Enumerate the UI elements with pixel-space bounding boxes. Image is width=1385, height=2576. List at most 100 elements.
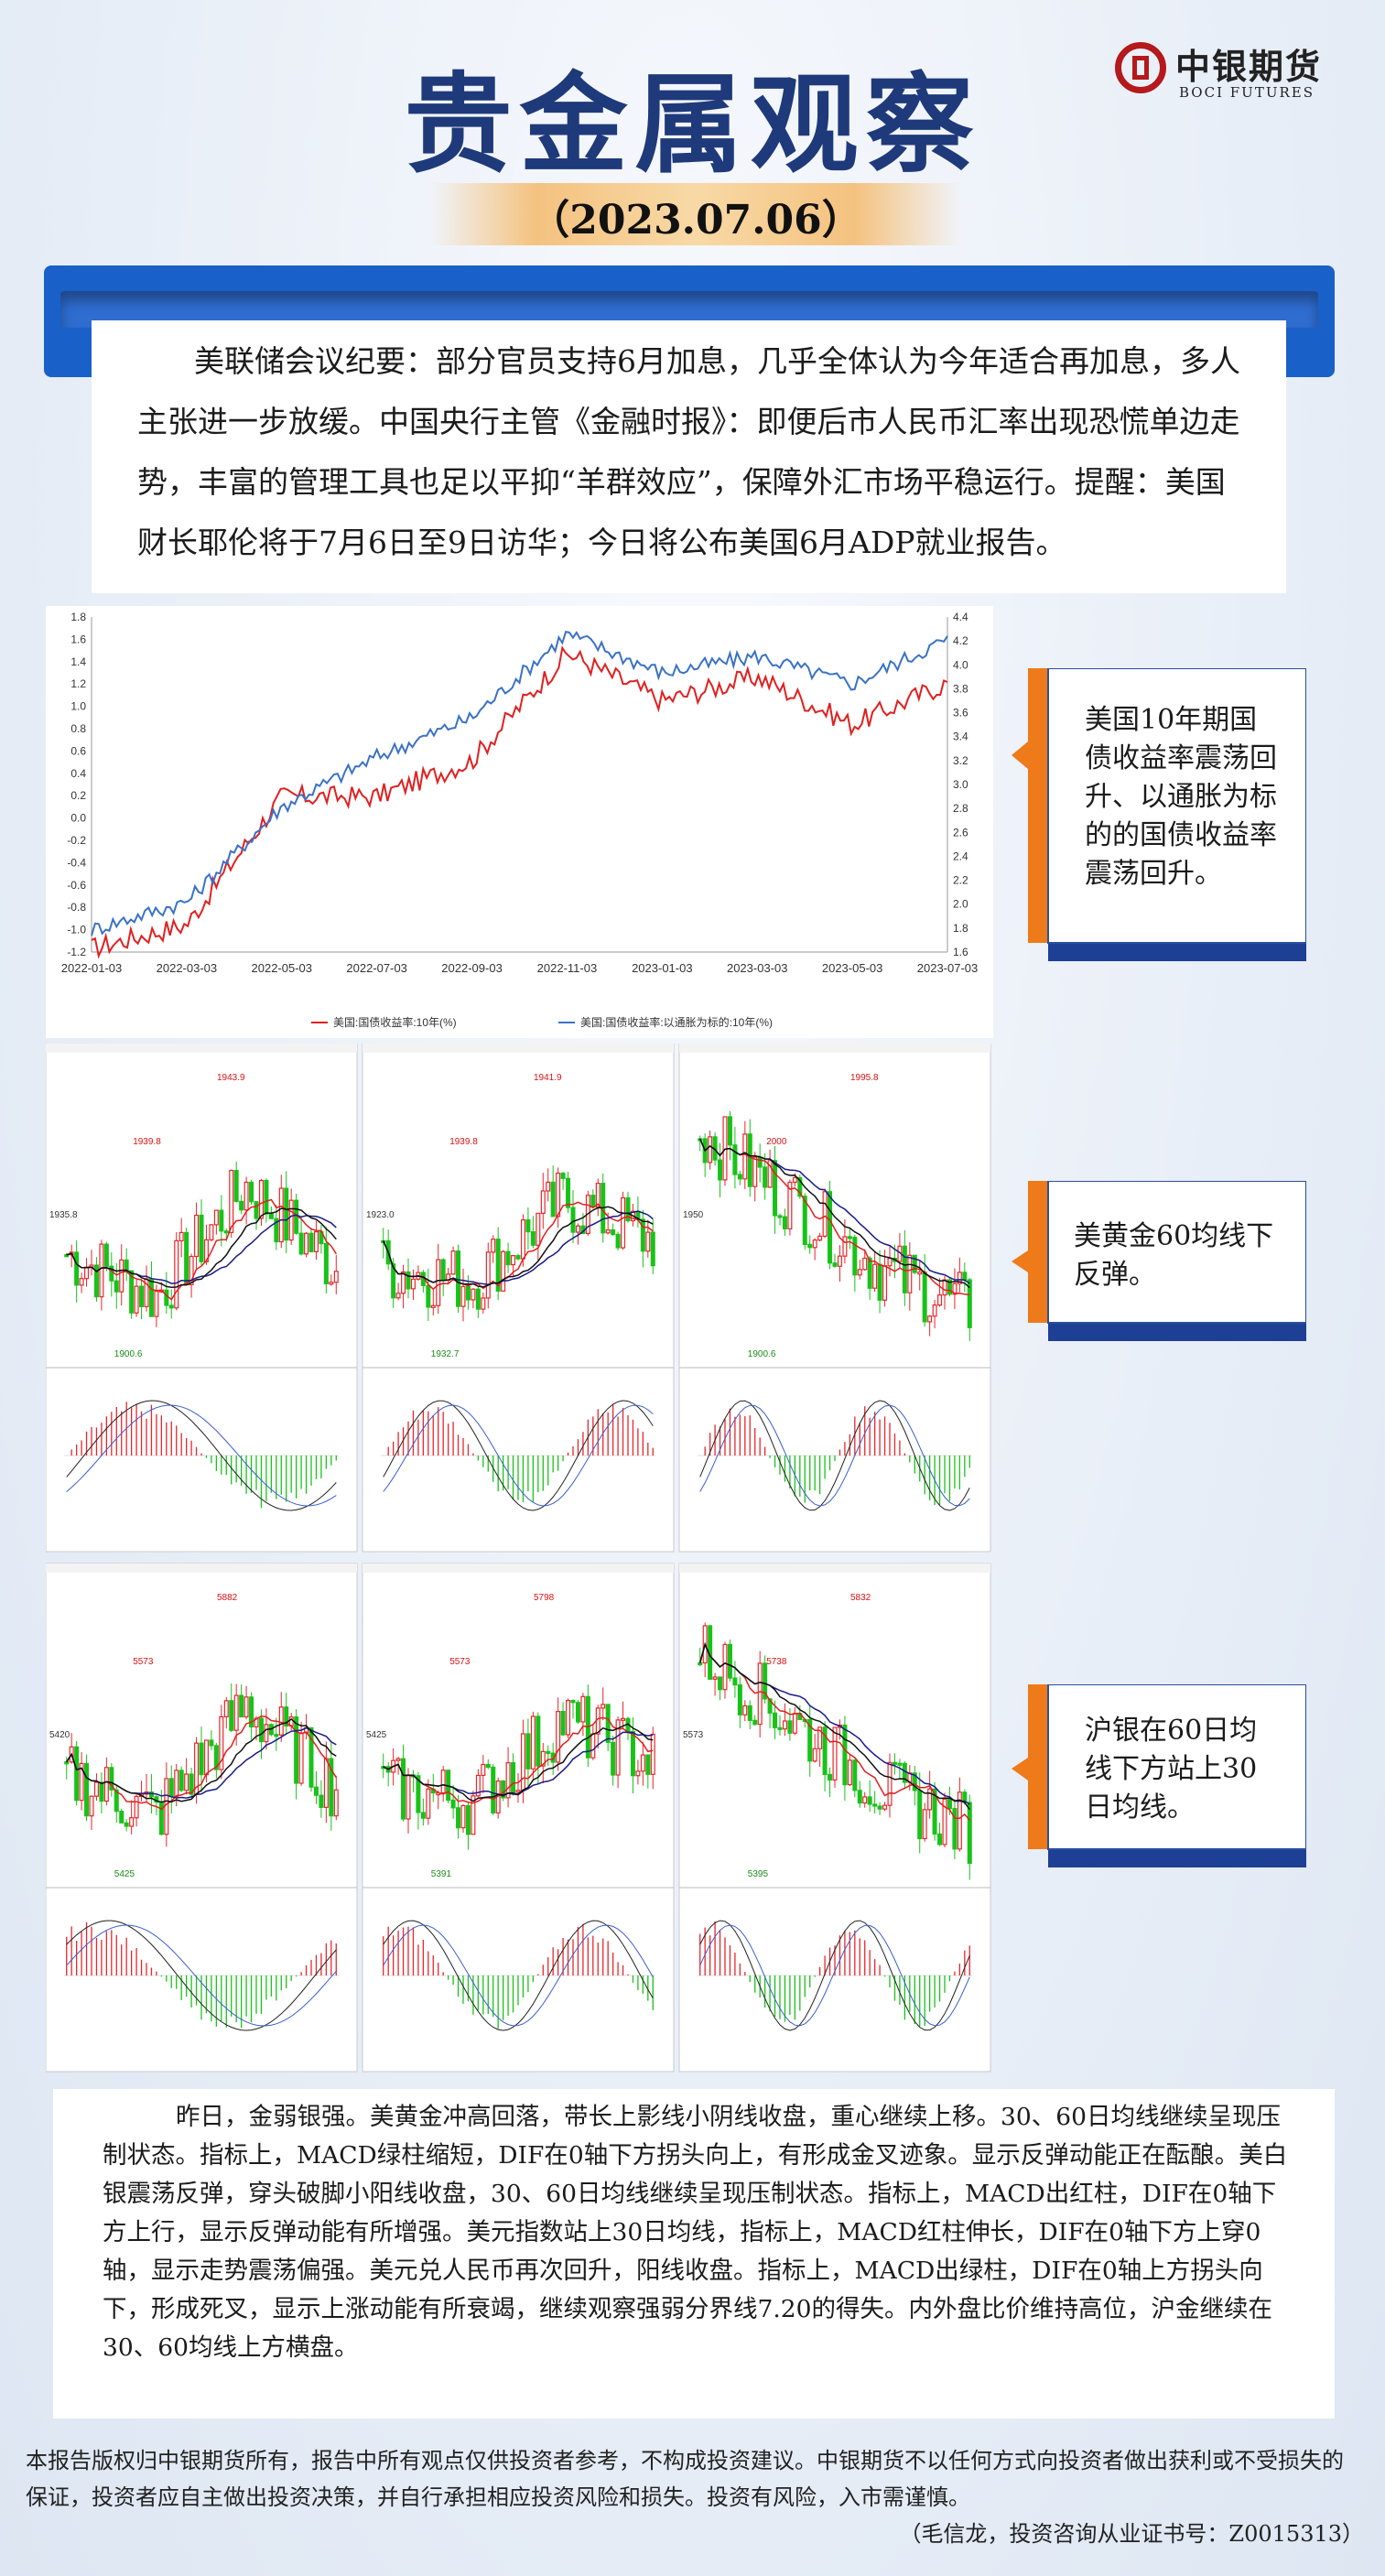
legend-label: 美国:国债收益率:以通胀为标的:10年(%) [580,1015,773,1029]
callout-bond-frame-icon [1012,668,1306,961]
candle-body [777,1215,783,1218]
candle-body [93,1264,99,1298]
candle-body [957,1272,962,1284]
y-right-tick: 3.0 [953,778,968,791]
candle-body [223,1700,229,1718]
y-right-tick: 2.8 [953,802,968,815]
candle-body [395,1293,401,1299]
candle-body [757,1156,763,1168]
candle-body [942,1798,947,1845]
candle-body [812,1239,817,1249]
candle-body [168,1778,174,1798]
candle-body [278,1706,284,1736]
candle-body [79,1278,84,1286]
y-right-tick: 3.6 [953,707,968,720]
candle-body [947,1798,952,1810]
ma-red-line [699,1138,970,1296]
candle-body [842,1236,848,1257]
candle-body [556,1710,561,1763]
candle-body [882,1265,888,1301]
candle-body [313,1786,319,1796]
candle-body [491,1766,496,1813]
y-right-tick: 2.6 [953,826,968,839]
ma-black-line [699,1138,970,1289]
candle-body [650,1733,655,1775]
candle-body [203,1739,209,1776]
candle-body [550,1181,556,1218]
price-label-axis: 5425 [366,1730,387,1740]
candle-body [436,1259,441,1306]
candle-body [249,1696,254,1728]
candle-body [308,1232,314,1252]
candle-body [294,1716,299,1784]
candle-body [109,1767,114,1791]
candle-body [787,1720,793,1734]
candle-body [897,1762,903,1766]
price-label-mid: 5573 [133,1657,154,1667]
candle-body [782,1216,787,1229]
callout-bond: 美国10年期国债收益率震荡回升、以通胀为标的的国债收益率震荡回升。 [1012,668,1306,961]
price-label-mid: 5573 [449,1657,471,1667]
price-label-low: 5395 [748,1869,769,1879]
page-title: 贵金属观察 [404,60,981,188]
candle-body [832,1726,838,1781]
candle-body [962,1272,968,1281]
candle-body [485,1763,491,1769]
candle-body [556,1172,561,1218]
y-left-tick: 1.4 [70,655,86,668]
candle-body [184,1773,189,1791]
candle-body [74,1251,80,1286]
candle-body [792,1176,797,1184]
x-tick: 2023-05-03 [822,961,883,975]
candle-body [540,1750,546,1767]
candle-body [615,1719,621,1776]
candle-body [189,1773,194,1795]
candle-body [570,1207,576,1233]
candle-body [323,1758,329,1808]
candle-body [99,1781,104,1802]
price-label-axis: 1923.0 [366,1210,395,1220]
candle-body [763,1166,768,1188]
candle-body [229,1700,234,1731]
macd-dif-line [699,1400,970,1511]
candle-body [329,1282,334,1285]
price-label-axis: 5420 [49,1730,70,1740]
chart-panel [45,1043,358,1553]
candle-body [395,1758,401,1761]
candle-body [862,1257,868,1271]
y-left-tick: -1.2 [67,946,86,958]
candle-body [64,1761,70,1765]
candle-body [243,1696,249,1718]
candle-body [605,1228,611,1234]
candlestick-grid: 1943.9 1939.8 1935.8 1900.6 1941.9 1939.8 1923… [45,1043,993,2078]
candle-body [566,1177,571,1208]
candle-body [877,1805,882,1810]
candle-body [922,1809,927,1840]
macd-dea-line [66,1404,337,1507]
candle-body [219,1209,224,1232]
candle-body [937,1833,943,1845]
candle-body [139,1285,145,1307]
candle-body [264,1179,269,1215]
candle-body [907,1254,913,1293]
ma-black-line [698,1642,970,1810]
candle-body [912,1772,917,1791]
candle-body [213,1209,219,1226]
candle-body [119,1811,124,1824]
candle-body [621,1196,626,1249]
candle-body [927,1788,933,1811]
candle-body [787,1181,793,1229]
y-right-tick: 1.6 [953,946,968,958]
candle-body [947,1279,952,1295]
x-tick: 2022-07-03 [346,961,407,975]
ma-red-line [698,1642,970,1821]
y-right-tick: 2.0 [953,898,968,911]
candle-body [832,1262,838,1267]
candle-body [792,1713,797,1734]
ma-black-line [66,1718,337,1803]
candle-body [877,1263,882,1301]
candle-body [550,1752,556,1763]
candle-body [174,1239,179,1309]
candle-body [288,1199,294,1241]
macd-dea-line [699,1924,970,2027]
